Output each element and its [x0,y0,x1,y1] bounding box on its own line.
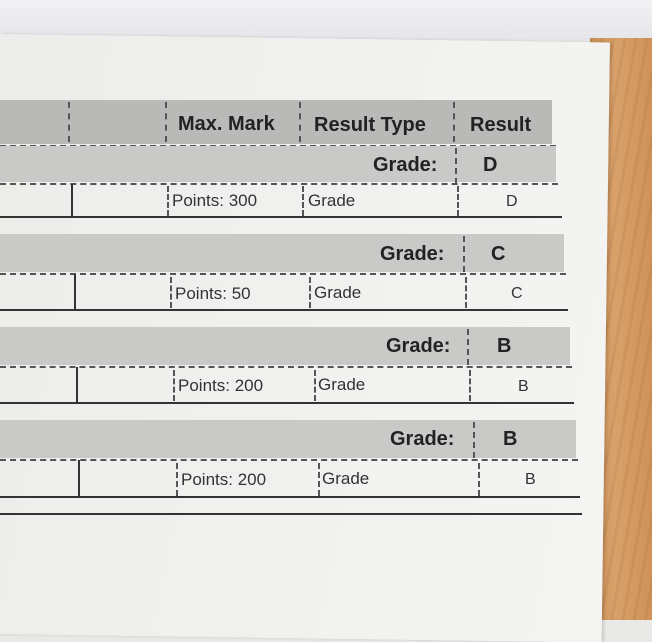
grade-label: Grade: [380,243,445,265]
column-divider [467,329,469,365]
row-border [0,273,566,275]
table-bottom-border [0,513,582,515]
grade-label: Grade: [373,154,438,176]
max-mark-cell: Points: 200 [181,470,267,489]
column-divider [469,370,471,401]
row-border [0,459,578,461]
row-border [0,366,572,368]
max-mark-cell: Points: 300 [172,191,258,210]
grade-value: D [483,154,498,176]
grade-band [0,146,556,182]
column-divider [457,186,459,216]
row-border [0,216,562,218]
grade-label: Grade: [390,428,455,450]
row-border [0,402,574,404]
cell-border [76,367,78,403]
column-divider [173,370,175,401]
column-divider [176,463,178,496]
column-divider [463,236,465,272]
result-type-cell: Grade [314,283,362,302]
result-cell: D [506,193,518,210]
cell-border [74,274,76,310]
column-divider [68,102,70,142]
grade-band [0,234,564,272]
grade-label: Grade: [386,335,451,357]
column-divider [167,186,169,216]
column-divider [453,102,455,142]
grade-value: B [503,428,518,450]
column-divider [318,463,320,496]
grade-value: C [491,243,506,265]
column-divider [314,370,316,401]
background-surface [0,0,652,40]
cell-border [71,184,73,218]
column-divider [455,148,457,184]
grade-band [0,420,576,458]
result-type-cell: Grade [318,375,366,394]
result-type-cell: Grade [322,469,370,488]
column-divider [473,422,475,458]
cell-border [78,460,80,498]
header-max-mark: Max. Mark [178,113,275,135]
result-type-cell: Grade [308,191,356,210]
row-border [0,496,580,498]
row-border [0,183,558,185]
header-result: Result [470,114,532,136]
result-cell: C [511,285,523,302]
max-mark-cell: Points: 50 [175,284,251,303]
result-cell: B [518,378,529,395]
column-divider [465,277,467,308]
column-divider [165,102,167,142]
results-table: Max. Mark Result Type Result Grade: D Po… [0,100,582,515]
grade-band [0,327,570,365]
column-divider [299,102,301,142]
row-border [0,309,568,311]
max-mark-cell: Points: 200 [178,376,264,395]
table-header [0,100,552,144]
result-cell: B [525,471,536,488]
column-divider [309,277,311,308]
column-divider [302,186,304,216]
grade-value: B [497,335,512,357]
column-divider [478,463,480,496]
header-result-type: Result Type [314,114,426,136]
column-divider [170,277,172,308]
